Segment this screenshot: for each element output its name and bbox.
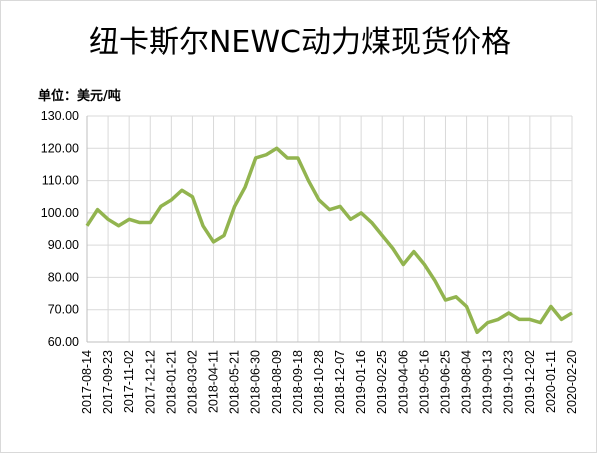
x-tick-label: 2019-10-23 (502, 350, 516, 414)
x-tick-label: 2019-08-04 (460, 350, 474, 414)
x-tick-label: 2018-09-18 (291, 350, 305, 414)
x-tick-label: 2017-08-14 (80, 350, 94, 414)
x-tick-label: 2017-09-23 (101, 350, 115, 414)
y-tick-label: 90.00 (48, 238, 79, 252)
unit-label: 单位：美元/吨 (38, 88, 121, 104)
x-tick-label: 2019-01-16 (354, 350, 368, 414)
chart-title: 纽卡斯尔NEWC动力煤现货价格 (89, 25, 511, 60)
x-tick-label: 2017-12-12 (143, 350, 157, 414)
y-tick-label: 130.00 (41, 109, 79, 123)
x-tick-label: 2019-02-25 (375, 350, 389, 414)
x-tick-label: 2020-02-20 (565, 350, 579, 414)
x-tick-label: 2018-06-30 (249, 350, 263, 414)
x-tick-label: 2018-08-09 (270, 350, 284, 414)
x-tick-label: 2019-04-06 (396, 350, 410, 414)
y-tick-label: 100.00 (41, 206, 79, 220)
x-tick-label: 2017-11-02 (122, 350, 136, 413)
x-tick-label: 2019-06-25 (438, 350, 452, 414)
x-tick-label: 2019-12-02 (523, 350, 537, 414)
x-tick-label: 2018-10-28 (312, 350, 326, 414)
y-tick-label: 60.00 (48, 335, 79, 349)
y-tick-label: 120.00 (41, 141, 79, 155)
x-tick-label: 2019-05-16 (417, 350, 431, 414)
y-tick-label: 70.00 (48, 303, 79, 317)
x-tick-label: 2019-09-13 (481, 350, 495, 414)
x-tick-label: 2018-12-07 (333, 350, 347, 414)
x-tick-label: 2018-04-11 (207, 350, 221, 413)
y-tick-label: 80.00 (48, 270, 79, 284)
line-series (85, 146, 573, 335)
x-tick-label: 2020-01-11 (544, 350, 558, 413)
x-tick-label: 2018-03-02 (185, 350, 199, 414)
x-tick-label: 2018-05-21 (228, 350, 242, 414)
y-tick-label: 110.00 (42, 174, 79, 188)
x-tick-label: 2018-01-21 (164, 350, 178, 414)
